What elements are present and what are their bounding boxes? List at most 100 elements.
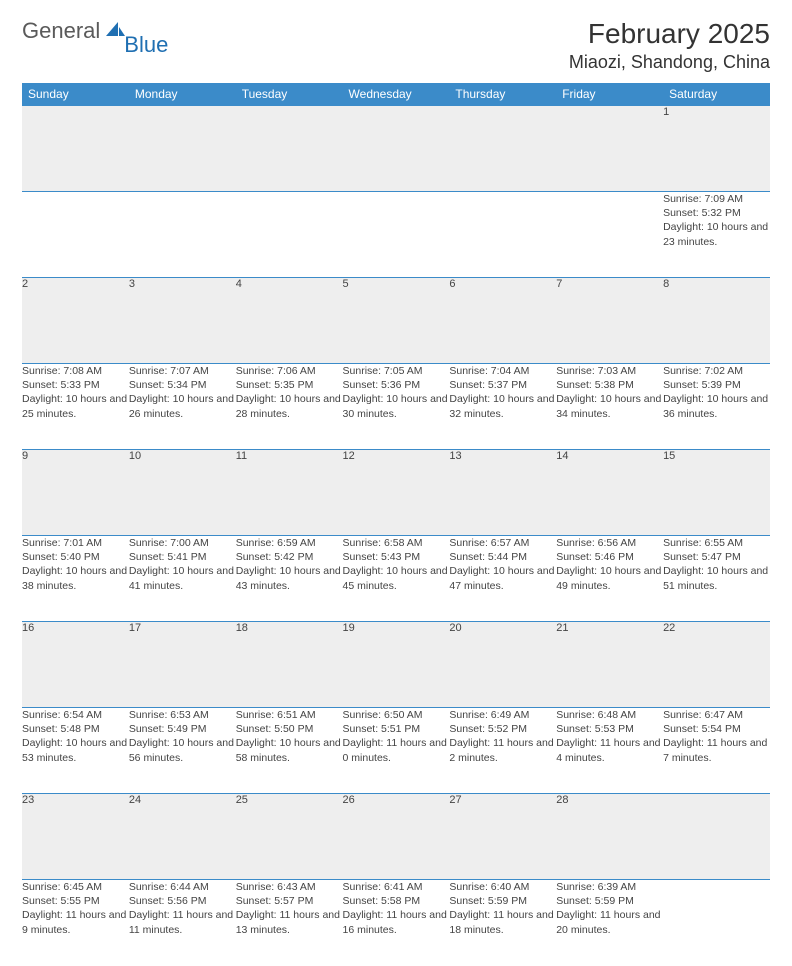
day-number-cell: 23 bbox=[22, 794, 129, 880]
sunset-text: Sunset: 5:54 PM bbox=[663, 722, 770, 736]
daylight-text: Daylight: 10 hours and 41 minutes. bbox=[129, 564, 236, 592]
day-data-cell bbox=[129, 192, 236, 278]
sunrise-text: Sunrise: 7:03 AM bbox=[556, 364, 663, 378]
dayhead-wed: Wednesday bbox=[343, 83, 450, 106]
sunset-text: Sunset: 5:59 PM bbox=[449, 894, 556, 908]
day-data-cell: Sunrise: 7:05 AMSunset: 5:36 PMDaylight:… bbox=[343, 364, 450, 450]
day-data-cell: Sunrise: 6:39 AMSunset: 5:59 PMDaylight:… bbox=[556, 880, 663, 966]
brand-sail-icon bbox=[104, 20, 126, 43]
sunset-text: Sunset: 5:53 PM bbox=[556, 722, 663, 736]
day-number-cell bbox=[129, 106, 236, 192]
day-number-cell bbox=[449, 106, 556, 192]
sunrise-text: Sunrise: 6:51 AM bbox=[236, 708, 343, 722]
dayhead-thu: Thursday bbox=[449, 83, 556, 106]
sunrise-text: Sunrise: 6:58 AM bbox=[343, 536, 450, 550]
day-number-cell: 24 bbox=[129, 794, 236, 880]
dayhead-fri: Friday bbox=[556, 83, 663, 106]
daynum-row: 232425262728 bbox=[22, 794, 770, 880]
day-number-cell: 7 bbox=[556, 278, 663, 364]
day-number-cell bbox=[343, 106, 450, 192]
day-number-cell bbox=[22, 106, 129, 192]
day-number-cell: 8 bbox=[663, 278, 770, 364]
day-number-cell: 20 bbox=[449, 622, 556, 708]
day-number-cell: 17 bbox=[129, 622, 236, 708]
sunset-text: Sunset: 5:51 PM bbox=[343, 722, 450, 736]
sunset-text: Sunset: 5:44 PM bbox=[449, 550, 556, 564]
day-data-cell: Sunrise: 7:07 AMSunset: 5:34 PMDaylight:… bbox=[129, 364, 236, 450]
day-number-cell: 9 bbox=[22, 450, 129, 536]
day-data-cell: Sunrise: 6:47 AMSunset: 5:54 PMDaylight:… bbox=[663, 708, 770, 794]
dayhead-tue: Tuesday bbox=[236, 83, 343, 106]
day-data-cell bbox=[556, 192, 663, 278]
calendar-table: Sunday Monday Tuesday Wednesday Thursday… bbox=[22, 83, 770, 966]
daylight-text: Daylight: 11 hours and 0 minutes. bbox=[343, 736, 450, 764]
daylight-text: Daylight: 11 hours and 20 minutes. bbox=[556, 908, 663, 936]
day-number-cell: 3 bbox=[129, 278, 236, 364]
day-number-cell: 16 bbox=[22, 622, 129, 708]
sunset-text: Sunset: 5:47 PM bbox=[663, 550, 770, 564]
sunrise-text: Sunrise: 7:07 AM bbox=[129, 364, 236, 378]
sunset-text: Sunset: 5:37 PM bbox=[449, 378, 556, 392]
sunset-text: Sunset: 5:49 PM bbox=[129, 722, 236, 736]
sunset-text: Sunset: 5:56 PM bbox=[129, 894, 236, 908]
sunrise-text: Sunrise: 6:53 AM bbox=[129, 708, 236, 722]
day-number-cell: 22 bbox=[663, 622, 770, 708]
sunrise-text: Sunrise: 7:02 AM bbox=[663, 364, 770, 378]
daydata-row: Sunrise: 6:45 AMSunset: 5:55 PMDaylight:… bbox=[22, 880, 770, 966]
day-data-cell: Sunrise: 6:41 AMSunset: 5:58 PMDaylight:… bbox=[343, 880, 450, 966]
day-number-cell: 25 bbox=[236, 794, 343, 880]
day-header-row: Sunday Monday Tuesday Wednesday Thursday… bbox=[22, 83, 770, 106]
sunrise-text: Sunrise: 6:47 AM bbox=[663, 708, 770, 722]
daylight-text: Daylight: 11 hours and 13 minutes. bbox=[236, 908, 343, 936]
day-number-cell bbox=[663, 794, 770, 880]
daylight-text: Daylight: 11 hours and 7 minutes. bbox=[663, 736, 770, 764]
day-data-cell: Sunrise: 7:00 AMSunset: 5:41 PMDaylight:… bbox=[129, 536, 236, 622]
day-data-cell: Sunrise: 6:58 AMSunset: 5:43 PMDaylight:… bbox=[343, 536, 450, 622]
daylight-text: Daylight: 11 hours and 18 minutes. bbox=[449, 908, 556, 936]
day-number-cell: 4 bbox=[236, 278, 343, 364]
sunset-text: Sunset: 5:52 PM bbox=[449, 722, 556, 736]
sunrise-text: Sunrise: 6:54 AM bbox=[22, 708, 129, 722]
sunrise-text: Sunrise: 6:50 AM bbox=[343, 708, 450, 722]
sunrise-text: Sunrise: 6:49 AM bbox=[449, 708, 556, 722]
dayhead-sun: Sunday bbox=[22, 83, 129, 106]
daylight-text: Daylight: 10 hours and 28 minutes. bbox=[236, 392, 343, 420]
day-number-cell bbox=[236, 106, 343, 192]
sunrise-text: Sunrise: 6:41 AM bbox=[343, 880, 450, 894]
daynum-row: 1 bbox=[22, 106, 770, 192]
brand-text-1: General bbox=[22, 18, 100, 44]
day-data-cell: Sunrise: 6:57 AMSunset: 5:44 PMDaylight:… bbox=[449, 536, 556, 622]
day-number-cell: 15 bbox=[663, 450, 770, 536]
location-text: Miaozi, Shandong, China bbox=[569, 52, 770, 73]
daylight-text: Daylight: 10 hours and 34 minutes. bbox=[556, 392, 663, 420]
day-data-cell: Sunrise: 6:56 AMSunset: 5:46 PMDaylight:… bbox=[556, 536, 663, 622]
day-number-cell: 28 bbox=[556, 794, 663, 880]
day-number-cell: 11 bbox=[236, 450, 343, 536]
daylight-text: Daylight: 10 hours and 53 minutes. bbox=[22, 736, 129, 764]
sunset-text: Sunset: 5:33 PM bbox=[22, 378, 129, 392]
daylight-text: Daylight: 10 hours and 38 minutes. bbox=[22, 564, 129, 592]
day-number-cell: 13 bbox=[449, 450, 556, 536]
day-number-cell: 1 bbox=[663, 106, 770, 192]
day-data-cell: Sunrise: 7:08 AMSunset: 5:33 PMDaylight:… bbox=[22, 364, 129, 450]
sunrise-text: Sunrise: 6:44 AM bbox=[129, 880, 236, 894]
day-data-cell bbox=[236, 192, 343, 278]
sunset-text: Sunset: 5:38 PM bbox=[556, 378, 663, 392]
page-header: General Blue February 2025 Miaozi, Shand… bbox=[22, 18, 770, 73]
sunset-text: Sunset: 5:39 PM bbox=[663, 378, 770, 392]
sunrise-text: Sunrise: 7:08 AM bbox=[22, 364, 129, 378]
sunrise-text: Sunrise: 7:00 AM bbox=[129, 536, 236, 550]
daynum-row: 2345678 bbox=[22, 278, 770, 364]
sunrise-text: Sunrise: 6:48 AM bbox=[556, 708, 663, 722]
day-data-cell: Sunrise: 7:06 AMSunset: 5:35 PMDaylight:… bbox=[236, 364, 343, 450]
daylight-text: Daylight: 10 hours and 25 minutes. bbox=[22, 392, 129, 420]
day-data-cell: Sunrise: 6:40 AMSunset: 5:59 PMDaylight:… bbox=[449, 880, 556, 966]
day-data-cell: Sunrise: 6:54 AMSunset: 5:48 PMDaylight:… bbox=[22, 708, 129, 794]
day-data-cell bbox=[343, 192, 450, 278]
daylight-text: Daylight: 11 hours and 9 minutes. bbox=[22, 908, 129, 936]
sunrise-text: Sunrise: 6:57 AM bbox=[449, 536, 556, 550]
daylight-text: Daylight: 10 hours and 23 minutes. bbox=[663, 220, 770, 248]
day-number-cell: 2 bbox=[22, 278, 129, 364]
daylight-text: Daylight: 10 hours and 49 minutes. bbox=[556, 564, 663, 592]
title-block: February 2025 Miaozi, Shandong, China bbox=[569, 18, 770, 73]
